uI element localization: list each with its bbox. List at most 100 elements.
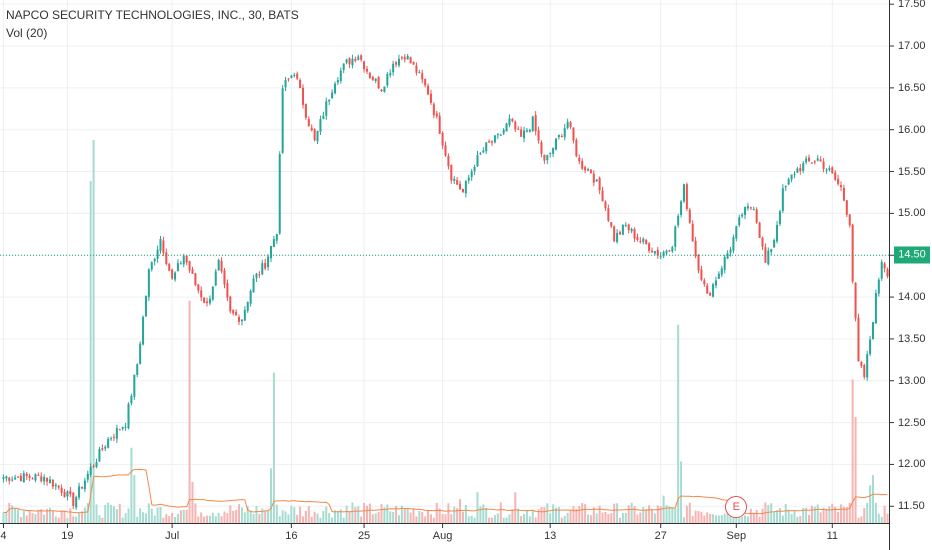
candle-body bbox=[584, 167, 587, 171]
candle-body bbox=[520, 129, 523, 137]
candle-body bbox=[299, 80, 302, 89]
volume-bar bbox=[880, 516, 883, 523]
candle-body bbox=[400, 57, 403, 59]
price-tick-label: 11.50 bbox=[898, 500, 925, 513]
volume-indicator-label[interactable]: Vol (20) bbox=[6, 26, 48, 40]
candle-body bbox=[78, 486, 81, 498]
candle-body bbox=[269, 245, 273, 259]
candle-body bbox=[101, 448, 104, 450]
candle-body bbox=[816, 158, 819, 161]
candle-body bbox=[22, 473, 25, 483]
candle-body bbox=[89, 466, 92, 475]
volume-bar bbox=[316, 513, 319, 523]
candle-body bbox=[793, 173, 796, 175]
candle-body bbox=[796, 168, 799, 173]
candle-body bbox=[869, 339, 872, 355]
candle-body bbox=[435, 113, 438, 117]
candle-body bbox=[464, 181, 467, 194]
volume-bar bbox=[586, 514, 590, 523]
volume-bar bbox=[92, 140, 95, 523]
price-tick-label: 17.00 bbox=[898, 40, 926, 53]
candle-body bbox=[863, 365, 866, 378]
candle-body bbox=[336, 80, 339, 83]
candle-body bbox=[776, 224, 779, 242]
price-axis[interactable]: 11.50 12.00 12.50 13.00 13.50 14.00 14.50 15.00… bbox=[890, 0, 932, 524]
volume-bar bbox=[243, 512, 246, 523]
candle-body bbox=[255, 273, 258, 278]
volume-bar bbox=[656, 505, 659, 523]
volume-bar bbox=[406, 508, 409, 523]
candle-body bbox=[755, 209, 758, 223]
candle-body bbox=[63, 491, 66, 498]
candle-body bbox=[627, 224, 630, 231]
candle-body bbox=[293, 74, 296, 76]
volume-bar bbox=[363, 503, 366, 523]
volume-bar bbox=[467, 516, 470, 523]
volume-bar bbox=[502, 517, 505, 523]
volume-bar bbox=[46, 508, 49, 523]
candle-body bbox=[290, 75, 293, 78]
volume-bar bbox=[537, 509, 540, 523]
volume-bar bbox=[546, 503, 549, 523]
candle-body bbox=[552, 148, 555, 154]
volume-bar bbox=[700, 512, 703, 523]
candle-body bbox=[374, 78, 377, 82]
volume-bar bbox=[738, 515, 741, 523]
candle-body bbox=[371, 76, 374, 81]
candle-body bbox=[752, 209, 755, 211]
volume-bar bbox=[514, 492, 517, 523]
candle-body bbox=[738, 217, 741, 226]
volume-bar bbox=[197, 516, 200, 523]
candle-body bbox=[243, 310, 246, 321]
candle-body bbox=[368, 72, 371, 79]
candle-body bbox=[810, 162, 813, 164]
volume-bar bbox=[57, 517, 60, 523]
candle-body bbox=[685, 184, 688, 209]
volume-bar bbox=[54, 516, 57, 523]
candle-body bbox=[842, 188, 845, 201]
candle-body bbox=[618, 232, 622, 235]
volume-bar bbox=[348, 511, 351, 523]
volume-bar bbox=[60, 510, 63, 523]
candle-body bbox=[197, 284, 200, 291]
candle-body bbox=[799, 167, 802, 172]
volume-bar bbox=[377, 511, 380, 523]
volume-bar bbox=[432, 517, 435, 523]
earnings-marker-icon[interactable]: E bbox=[725, 496, 748, 518]
candle-body bbox=[40, 476, 43, 482]
candle-body bbox=[459, 183, 462, 190]
candle-body bbox=[354, 58, 357, 61]
candle-body bbox=[409, 57, 412, 64]
volume-bar bbox=[301, 516, 305, 523]
volume-bar bbox=[842, 506, 845, 523]
symbol-title[interactable]: NAPCO SECURITY TECHNOLOGIES, INC., 30, B… bbox=[6, 8, 299, 22]
candle-body bbox=[432, 104, 435, 116]
candle-body bbox=[447, 156, 450, 167]
volume-bar bbox=[781, 515, 784, 523]
price-tick-label: 13.00 bbox=[898, 374, 926, 387]
candle-body bbox=[287, 78, 290, 80]
candle-body bbox=[310, 127, 313, 131]
volume-bar bbox=[194, 503, 197, 523]
candle-body bbox=[238, 317, 241, 322]
volume-bar bbox=[261, 508, 264, 523]
volume-bar bbox=[2, 512, 5, 523]
volume-bar bbox=[110, 504, 113, 523]
candle-body bbox=[176, 263, 179, 272]
volume-bar bbox=[525, 510, 528, 523]
volume-bar bbox=[395, 505, 398, 523]
volume-bar bbox=[456, 508, 459, 523]
candle-body bbox=[805, 158, 808, 163]
candle-body bbox=[348, 58, 351, 65]
volume-bar bbox=[496, 513, 499, 523]
candle-body bbox=[144, 295, 147, 317]
candle-body bbox=[531, 116, 534, 131]
candle-body bbox=[272, 239, 275, 247]
volume-bar bbox=[784, 503, 787, 523]
candle-body bbox=[502, 129, 505, 134]
volume-bar bbox=[706, 512, 709, 523]
time-tick-label: 25 bbox=[357, 530, 371, 542]
candle-body bbox=[83, 480, 86, 490]
volume-bar bbox=[118, 503, 121, 523]
